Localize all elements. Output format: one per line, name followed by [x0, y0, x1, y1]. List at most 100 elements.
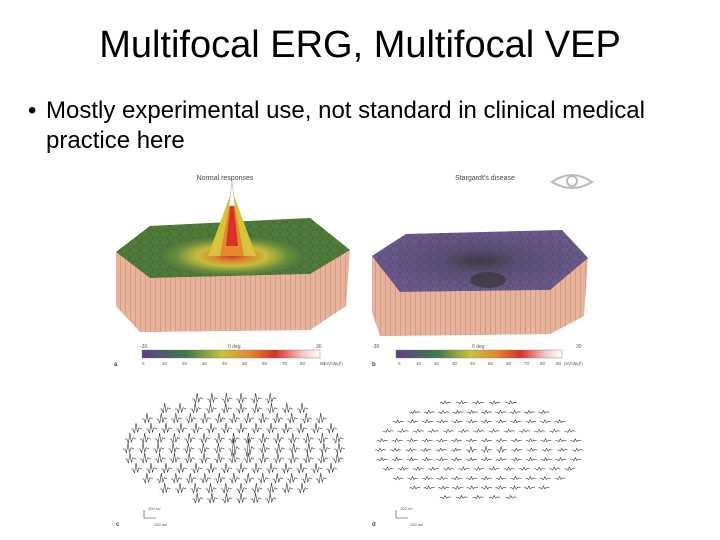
- svg-text:200 nV: 200 nV: [148, 506, 161, 511]
- waveform-trace: [159, 403, 171, 414]
- panel-b-surface: Stargardt’s disease -30 0 deg 30 0 10 20…: [372, 174, 594, 368]
- waveform-trace: [297, 483, 309, 494]
- waveform-trace: [392, 419, 404, 424]
- waveform-trace: [199, 433, 211, 444]
- waveform-trace: [213, 433, 225, 444]
- waveform-trace: [154, 453, 166, 464]
- waveform-trace: [250, 393, 262, 404]
- waveform-trace: [510, 438, 522, 443]
- waveform-trace: [258, 433, 270, 444]
- waveform-trace: [489, 494, 501, 500]
- waveform-trace: [510, 419, 522, 424]
- svg-text:20: 20: [182, 361, 188, 366]
- waveform-trace: [326, 463, 338, 474]
- waveform-trace: [496, 445, 508, 453]
- waveform-trace: [421, 438, 433, 443]
- waveform-trace: [421, 456, 433, 462]
- waveform-trace: [423, 485, 435, 490]
- waveform-trace: [451, 438, 463, 443]
- waveform-trace: [243, 413, 255, 424]
- waveform-trace: [541, 447, 553, 452]
- waveform-trace: [510, 456, 522, 462]
- waveform-trace: [481, 419, 493, 424]
- svg-text:0: 0: [142, 361, 145, 366]
- waveform-trace: [481, 409, 493, 414]
- slide-title: Multifocal ERG, Multifocal VEP: [99, 24, 621, 66]
- waveform-trace: [450, 447, 462, 452]
- svg-text:70: 70: [524, 361, 530, 366]
- waveform-trace: [571, 447, 583, 452]
- waveform-trace: [124, 433, 137, 444]
- waveform-trace: [540, 456, 552, 462]
- waveform-trace: [509, 409, 521, 414]
- waveform-trace: [317, 433, 329, 444]
- waveform-trace: [286, 413, 298, 424]
- svg-text:30: 30: [202, 361, 208, 366]
- waveform-trace: [272, 413, 284, 424]
- waveform-trace: [206, 423, 218, 434]
- waveform-trace: [538, 409, 550, 414]
- waveform-trace: [221, 463, 233, 474]
- waveform-trace: [540, 438, 552, 443]
- waveform-trace: [436, 419, 448, 424]
- waveform-trace: [236, 423, 248, 434]
- waveform-trace: [495, 438, 507, 443]
- waveform-trace: [228, 413, 240, 424]
- svg-text:100 nV: 100 nV: [400, 506, 413, 511]
- svg-text:90: 90: [320, 361, 326, 366]
- waveform-trace: [265, 393, 277, 404]
- waveform-trace: [451, 419, 463, 424]
- waveform-trace: [161, 423, 173, 434]
- panel-d-label: d: [372, 522, 376, 528]
- waveform-trace: [495, 419, 507, 424]
- eye-logo: [550, 174, 594, 189]
- waveform-trace: [465, 445, 477, 453]
- waveform-trace: [266, 483, 278, 494]
- waveform-trace: [236, 493, 248, 504]
- waveform-trace: [281, 483, 293, 494]
- panel-c-trace-array: [123, 393, 346, 504]
- waveform-trace: [538, 485, 550, 490]
- panel-a-label: a: [114, 362, 118, 368]
- waveform-trace: [273, 443, 285, 454]
- svg-text:100 ms: 100 ms: [154, 522, 167, 527]
- waveform-trace: [236, 393, 248, 404]
- waveform-trace: [175, 403, 187, 414]
- panel-a-axis-right: 30: [316, 344, 322, 350]
- waveform-trace: [311, 463, 323, 474]
- waveform-trace: [228, 438, 240, 457]
- waveform-trace: [570, 438, 582, 443]
- waveform-trace: [435, 447, 447, 452]
- waveform-trace: [184, 453, 196, 464]
- waveform-trace: [302, 433, 314, 444]
- waveform-trace: [199, 453, 211, 464]
- waveform-trace: [236, 463, 248, 474]
- waveform-trace: [481, 445, 493, 453]
- waveform-trace: [534, 466, 546, 471]
- waveform-trace: [489, 400, 501, 405]
- panel-d-trace-array: [375, 400, 583, 500]
- waveform-trace: [407, 419, 419, 424]
- waveform-trace: [296, 423, 308, 434]
- waveform-trace: [495, 485, 507, 490]
- waveform-trace: [495, 409, 507, 414]
- waveform-trace: [190, 403, 202, 414]
- svg-text:80: 80: [300, 361, 306, 366]
- waveform-trace: [382, 466, 394, 471]
- waveform-trace: [518, 466, 530, 471]
- svg-text:60: 60: [506, 361, 512, 366]
- waveform-trace: [251, 423, 263, 434]
- waveform-trace: [555, 438, 567, 443]
- waveform-trace: [397, 466, 409, 471]
- waveform-trace: [228, 453, 240, 464]
- waveform-trace: [206, 493, 218, 504]
- waveform-trace: [243, 438, 255, 457]
- waveform-trace: [301, 413, 313, 424]
- waveform-trace: [175, 483, 187, 494]
- waveform-trace: [250, 493, 262, 504]
- waveform-trace: [190, 483, 202, 494]
- waveform-trace: [526, 447, 538, 452]
- waveform-trace: [488, 466, 500, 471]
- waveform-trace: [456, 494, 468, 500]
- waveform-trace: [199, 413, 211, 424]
